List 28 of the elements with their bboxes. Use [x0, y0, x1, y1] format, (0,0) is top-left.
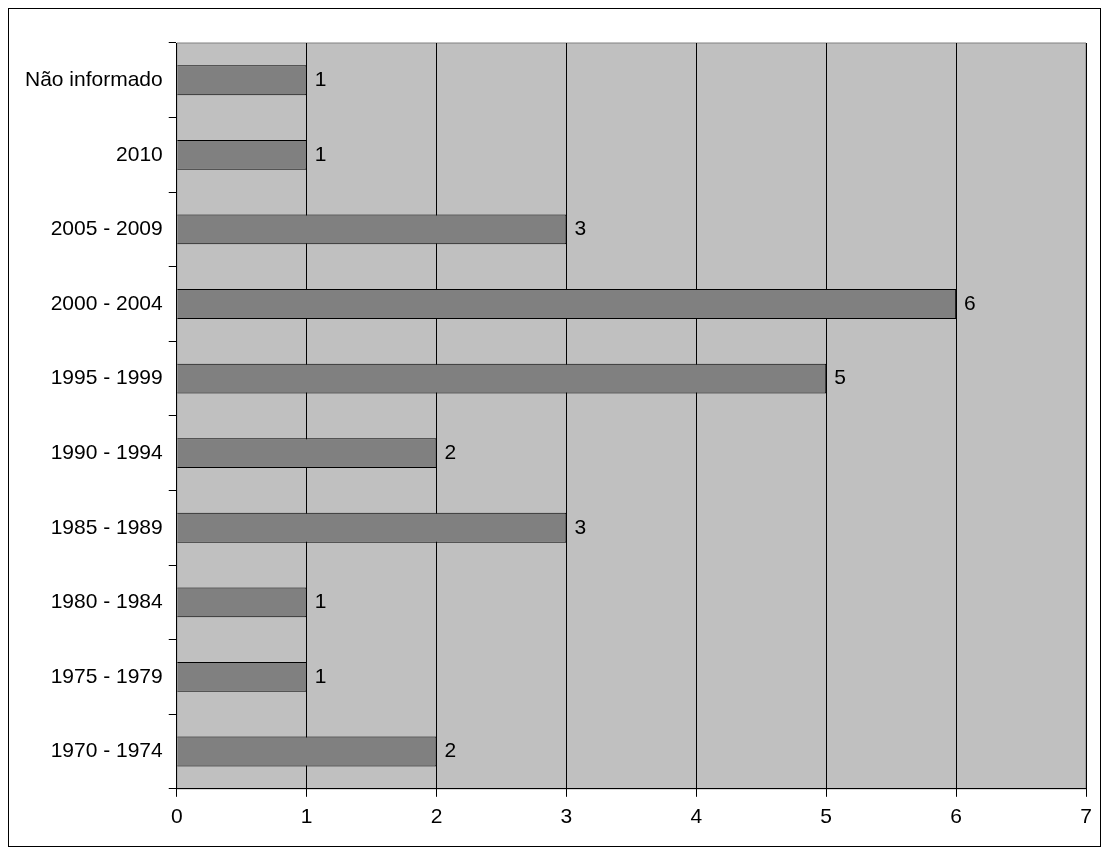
y-tick-label: 1975 - 1979 — [50, 663, 163, 687]
y-tick-label: 1995 - 1999 — [50, 365, 163, 389]
x-tick-label: 7 — [1080, 804, 1092, 828]
data-label: 1 — [314, 663, 327, 687]
x-tick-label: 6 — [950, 804, 962, 828]
x-tick-label: 2 — [430, 804, 443, 828]
x-tick-label: 0 — [170, 804, 183, 828]
data-label: 3 — [574, 216, 587, 240]
data-label: 1 — [314, 141, 327, 165]
y-tick-label: Não informado — [24, 67, 163, 91]
x-tick-label: 5 — [820, 804, 833, 828]
y-tick-label: 2010 — [116, 141, 163, 165]
data-label: 2 — [444, 738, 457, 762]
y-tick-label: 2000 - 2004 — [50, 290, 164, 314]
y-tick-label: 1990 - 1994 — [50, 439, 164, 463]
x-tick-label: 1 — [300, 804, 313, 828]
x-tick-label: 4 — [690, 804, 703, 828]
data-label: 2 — [444, 439, 457, 463]
data-label: 3 — [574, 514, 587, 538]
y-tick-label: 1970 - 1974 — [50, 738, 164, 762]
y-tick-label: 1980 - 1984 — [50, 589, 164, 613]
x-tick-label: 3 — [560, 804, 573, 828]
data-label: 1 — [314, 589, 327, 613]
y-tick-label: 1985 - 1989 — [50, 514, 163, 538]
data-label: 6 — [964, 290, 976, 314]
data-label: 5 — [834, 365, 846, 389]
data-label: 1 — [314, 67, 327, 91]
y-tick-label: 2005 - 2009 — [50, 216, 163, 240]
